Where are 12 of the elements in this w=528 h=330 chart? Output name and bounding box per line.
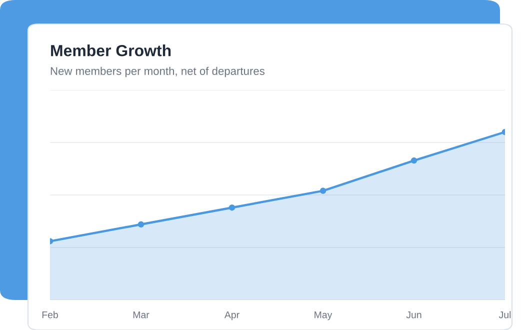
point <box>138 221 144 228</box>
x-tick-label: May <box>314 311 332 320</box>
point <box>410 157 418 164</box>
x-tick-label: Apr <box>224 311 240 320</box>
chart-subtitle: New members per month, net of departures <box>50 66 265 78</box>
point <box>228 204 236 211</box>
x-tick-label: Mar <box>133 311 150 318</box>
chart-title: Member Growth <box>51 44 171 56</box>
x-tick-label: Jul <box>498 311 511 318</box>
x-tick-label: Jun <box>406 311 422 318</box>
x-tick-label: Feb <box>42 311 58 318</box>
point <box>320 188 326 194</box>
